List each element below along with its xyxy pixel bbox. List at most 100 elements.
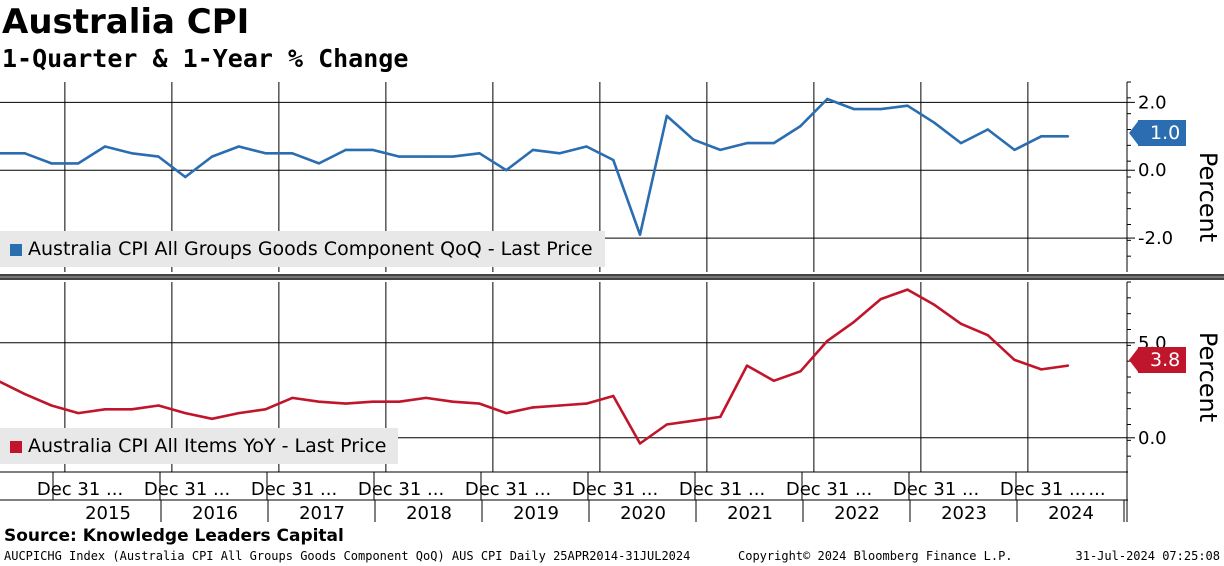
x-tick-label: Dec 31 ... — [144, 479, 230, 500]
x-tick-label: Dec 31 ... — [679, 479, 765, 500]
x-tick-label: Dec 31 ... — [251, 479, 337, 500]
data-point — [130, 152, 133, 155]
data-point — [103, 408, 107, 411]
data-point — [344, 402, 347, 405]
data-point — [772, 141, 775, 145]
x-year-label: 2016 — [192, 503, 238, 524]
data-point — [852, 107, 856, 111]
data-point — [237, 145, 240, 148]
data-point — [612, 158, 615, 162]
data-point — [317, 162, 321, 165]
x-year-label: 2017 — [299, 503, 345, 524]
last-value-tag-bottom: 3.8 — [1138, 347, 1187, 373]
data-point — [23, 152, 26, 155]
last-value-tag-arrow — [1129, 120, 1139, 146]
data-point — [852, 320, 856, 324]
data-point — [157, 155, 160, 158]
data-point — [986, 128, 989, 131]
data-point — [638, 233, 642, 236]
data-point — [799, 124, 802, 128]
data-point — [1066, 364, 1070, 367]
data-point — [692, 419, 695, 422]
data-point — [879, 107, 882, 111]
x-trailing-label: ... — [1088, 479, 1105, 500]
data-point — [906, 104, 909, 107]
data-point — [478, 152, 481, 155]
x-year-label: 2019 — [513, 503, 559, 524]
data-point — [772, 379, 775, 382]
data-point — [665, 114, 668, 118]
data-point — [826, 97, 829, 101]
data-point — [1066, 135, 1070, 138]
data-point — [50, 404, 53, 407]
data-point — [585, 145, 588, 148]
data-point — [210, 155, 214, 158]
data-point — [371, 400, 374, 403]
x-year-label: 2023 — [941, 503, 987, 524]
data-point — [959, 322, 963, 325]
data-point — [933, 121, 936, 124]
data-point — [531, 406, 535, 409]
data-point — [184, 175, 187, 179]
x-year-label: 2018 — [406, 503, 452, 524]
y-tick-label: 2.0 — [1138, 92, 1167, 113]
y-axis-title: Percent — [1194, 152, 1222, 242]
data-point — [291, 396, 294, 400]
x-tick-label: Dec 31 ... — [786, 479, 872, 500]
data-point — [291, 152, 294, 155]
data-point — [424, 155, 428, 158]
data-point — [264, 408, 267, 411]
x-year-label: 2024 — [1048, 503, 1094, 524]
data-point — [50, 162, 53, 165]
data-point — [344, 148, 347, 152]
data-point — [478, 402, 481, 405]
data-point — [184, 411, 187, 415]
series-line — [0, 288, 1069, 445]
data-point — [210, 417, 214, 420]
data-point — [879, 297, 882, 301]
footer-left: AUCPICHG Index (Australia CPI All Groups… — [4, 549, 691, 563]
data-point — [1013, 358, 1016, 362]
y-tick-label: 0.0 — [1138, 428, 1167, 449]
data-point — [130, 408, 133, 411]
data-point — [638, 442, 642, 445]
data-point — [451, 400, 454, 403]
data-point — [906, 288, 909, 291]
data-point — [77, 162, 80, 165]
data-point — [398, 155, 401, 158]
footer-copyright: Copyright© 2024 Bloomberg Finance L.P. — [738, 549, 1013, 563]
data-point — [424, 396, 428, 400]
data-point — [1013, 148, 1016, 152]
x-tick-label: Dec 31 ... — [893, 479, 979, 500]
y-tick-label: 0.0 — [1138, 160, 1167, 181]
data-point — [371, 148, 374, 152]
data-point — [531, 148, 535, 152]
legend-bottom-swatch — [10, 441, 22, 453]
legend-top-label: Australia CPI All Groups Goods Component… — [28, 238, 593, 260]
legend-bottom-label: Australia CPI All Items YoY - Last Price — [28, 435, 387, 457]
y-tick-label: -2.0 — [1138, 228, 1173, 249]
x-tick-label: Dec 31 ... — [37, 479, 123, 500]
data-point — [692, 138, 695, 141]
legend-bottom: Australia CPI All Items YoY - Last Price — [0, 428, 399, 464]
data-point — [933, 303, 936, 306]
x-tick-label: Dec 31 ... — [1000, 479, 1086, 500]
data-point — [317, 400, 321, 403]
last-value-tag-top: 1.0 — [1138, 120, 1187, 146]
data-point — [398, 400, 401, 403]
data-point — [558, 404, 561, 407]
data-point — [719, 148, 722, 152]
data-point — [1040, 135, 1043, 138]
source-note: Source: Knowledge Leaders Capital — [4, 526, 344, 546]
chart-title: Australia CPI — [2, 2, 250, 42]
data-point — [745, 141, 749, 145]
data-point — [826, 339, 829, 343]
legend-top-swatch — [10, 244, 22, 256]
data-point — [451, 155, 454, 158]
data-point — [665, 423, 668, 426]
data-point — [986, 334, 989, 337]
data-point — [719, 415, 722, 419]
data-point — [157, 404, 160, 407]
x-tick-label: Dec 31 ... — [358, 479, 444, 500]
